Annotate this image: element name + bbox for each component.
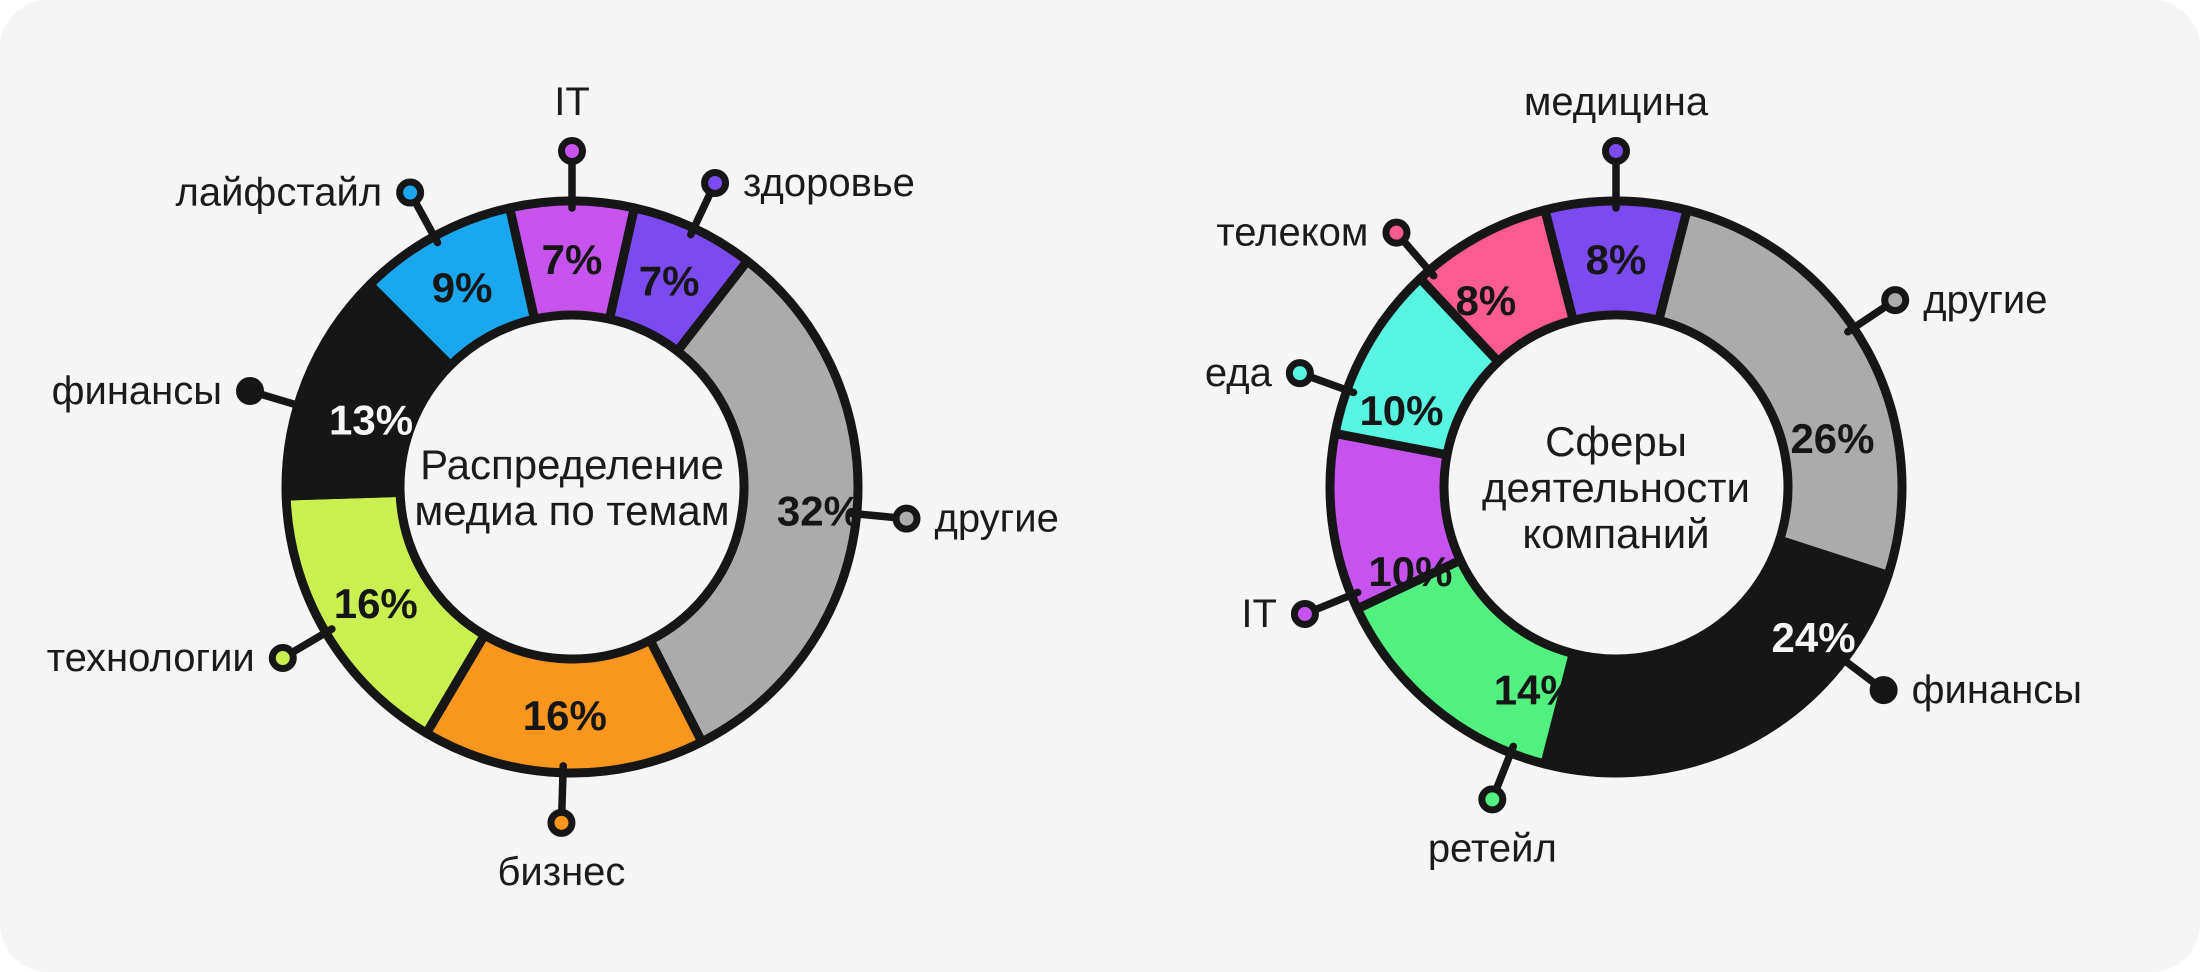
marker-dot-icon [558, 137, 586, 165]
marker-dot-icon [268, 644, 297, 673]
chart-title: Распределение [420, 441, 724, 488]
category-label: медицина [1524, 80, 1709, 124]
value-label: 8% [1586, 236, 1647, 283]
slice-другие [645, 256, 863, 747]
category-label: телеком [1216, 211, 1368, 255]
category-label: ретейл [1428, 826, 1557, 870]
value-label: 8% [1456, 277, 1517, 324]
category-label: лайфстайл [175, 171, 382, 215]
category-label: бизнес [497, 850, 625, 894]
chart-title: Сферы [1545, 418, 1687, 465]
category-label: IT [1241, 592, 1277, 636]
slice-телеком [1415, 205, 1578, 367]
category-label: здоровье [743, 161, 915, 205]
value-label: 9% [432, 264, 493, 311]
marker-dot-icon [1869, 676, 1898, 705]
marker-dot-icon [1881, 286, 1910, 315]
marker-dot-icon [1290, 599, 1319, 628]
value-label: 10% [1368, 548, 1452, 595]
value-label: 14% [1494, 667, 1578, 714]
marker-dot-icon [892, 504, 921, 533]
marker-dot-icon [1602, 137, 1630, 165]
slice-другие [1654, 205, 1907, 580]
slice-лайфстайл [365, 203, 539, 370]
slice-бизнес [421, 630, 707, 778]
category-label: другие [1923, 278, 2047, 322]
value-label: 7% [639, 258, 700, 305]
marker-dot-icon [1285, 359, 1314, 388]
value-label: 16% [334, 580, 418, 627]
marker-dot-icon [1382, 218, 1411, 247]
marker-dot-icon [236, 377, 265, 406]
value-label: 16% [523, 692, 607, 739]
chart-title: деятельности [1482, 464, 1750, 511]
marker-dot-icon [396, 178, 425, 207]
category-label: еда [1205, 351, 1273, 395]
marker-dot-icon [701, 168, 730, 197]
marker-dot-icon [547, 808, 576, 837]
slice-технологии [281, 487, 489, 738]
chart-title: компаний [1522, 510, 1709, 557]
value-label: 24% [1772, 614, 1856, 661]
category-label: технологии [47, 636, 255, 680]
category-label: другие [935, 497, 1059, 541]
value-label: 26% [1790, 415, 1874, 462]
value-label: 7% [542, 236, 603, 283]
value-label: 13% [329, 396, 413, 443]
chart-title: медиа по темам [414, 487, 729, 534]
slice-финансы [1540, 535, 1893, 778]
marker-dot-icon [1478, 785, 1507, 814]
category-label: IT [554, 80, 590, 124]
category-label: финансы [52, 369, 222, 413]
category-label: финансы [1912, 668, 2082, 712]
value-label: 10% [1359, 387, 1443, 434]
